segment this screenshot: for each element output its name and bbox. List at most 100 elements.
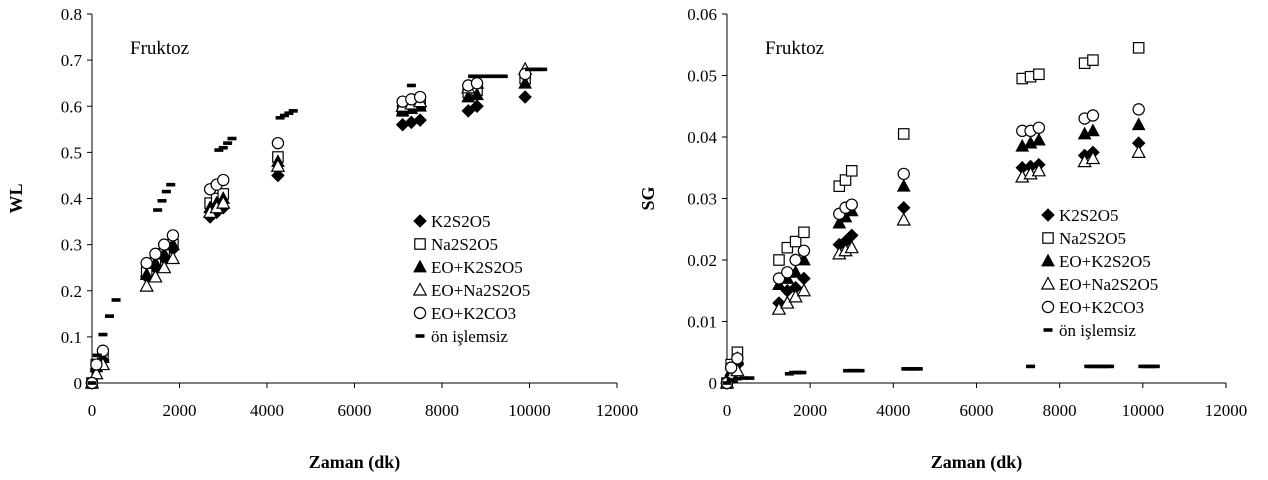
y-tick-label: 0.03 xyxy=(687,190,717,209)
x-tick-label: 4000 xyxy=(876,401,910,420)
data-point xyxy=(284,111,294,115)
data-point xyxy=(92,353,102,358)
x-axis-title: Zaman (dk) xyxy=(931,452,1023,473)
data-point xyxy=(844,239,859,254)
data-point xyxy=(897,167,910,181)
y-tick-label: 0.8 xyxy=(61,5,82,24)
legend-label: K2S2O5 xyxy=(431,212,491,231)
data-point xyxy=(855,368,865,373)
x-tick-label: 6000 xyxy=(960,401,994,420)
legend-label: ön işlemsiz xyxy=(1059,321,1136,340)
legend-marker xyxy=(1040,276,1056,290)
y-tick-label: 0 xyxy=(709,374,718,393)
data-point xyxy=(797,370,807,375)
data-point xyxy=(280,113,289,118)
series-6 xyxy=(87,67,548,385)
data-point xyxy=(1032,121,1046,134)
data-point xyxy=(498,74,508,79)
legend-marker xyxy=(1041,253,1055,267)
chart-panel-1: 0 0.1 0.2 0.3 0.4 0.5 0.6 0.7 0.8 0 2000 4000 6000 80… xyxy=(6,5,638,473)
data-point xyxy=(271,168,285,183)
legend-marker xyxy=(413,214,427,228)
data-point xyxy=(1131,144,1146,158)
data-point xyxy=(781,266,794,279)
data-point xyxy=(896,200,911,215)
data-point xyxy=(538,67,548,72)
legend-marker xyxy=(1041,208,1055,222)
data-point xyxy=(845,165,858,177)
legend-label: K2S2O5 xyxy=(1059,206,1119,225)
data-point xyxy=(1087,54,1099,66)
x-tick-label: 2000 xyxy=(163,401,197,420)
legend-marker xyxy=(414,238,426,250)
legend-marker xyxy=(413,259,427,273)
data-point xyxy=(845,198,858,211)
chart-annotation: Fruktoz xyxy=(765,38,824,59)
y-tick-label: 0 xyxy=(74,374,83,393)
data-point xyxy=(1105,364,1115,369)
data-point xyxy=(111,298,121,302)
data-point xyxy=(789,235,802,248)
data-point xyxy=(413,113,427,127)
legend-marker xyxy=(412,282,428,296)
legend-label: ön işlemsiz xyxy=(431,327,508,346)
data-point xyxy=(87,381,97,385)
x-tick-label: 10000 xyxy=(1122,401,1165,420)
x-axis-title: Zaman (dk) xyxy=(309,452,401,473)
data-point xyxy=(140,256,153,270)
y-tick-label: 0.1 xyxy=(61,328,82,347)
data-point xyxy=(518,90,532,104)
data-point xyxy=(773,254,785,266)
data-point xyxy=(105,314,114,318)
legend-marker xyxy=(413,306,427,320)
data-point xyxy=(722,381,732,385)
legend-marker xyxy=(1042,232,1054,244)
y-tick-label: 0.7 xyxy=(61,51,83,70)
y-tick-label: 0.5 xyxy=(61,143,82,162)
legend-marker xyxy=(415,334,425,338)
data-point xyxy=(1132,42,1145,54)
data-point xyxy=(896,212,911,226)
series-2 xyxy=(721,42,1145,389)
x-tick-label: 2000 xyxy=(793,401,827,420)
data-point xyxy=(839,174,852,186)
data-point xyxy=(218,145,228,150)
x-tick-label: 0 xyxy=(88,401,97,420)
data-point xyxy=(1026,364,1036,369)
data-point xyxy=(1031,163,1047,177)
legend-marker xyxy=(1043,328,1053,332)
data-point xyxy=(896,178,911,192)
data-point xyxy=(789,253,802,267)
data-point xyxy=(1086,109,1100,122)
data-point xyxy=(1032,132,1046,146)
data-point xyxy=(165,250,181,265)
data-point xyxy=(139,278,154,292)
data-point xyxy=(96,344,110,357)
data-point xyxy=(1131,117,1146,131)
x-tick-label: 10000 xyxy=(508,401,551,420)
data-point xyxy=(470,76,484,90)
legend-label: EO+K2CO3 xyxy=(1059,298,1144,317)
data-point xyxy=(739,376,749,380)
data-point xyxy=(413,90,427,104)
data-point xyxy=(833,180,846,192)
y-tick-label: 0.6 xyxy=(61,97,82,116)
x-tick-label: 0 xyxy=(723,401,732,420)
data-point xyxy=(1150,364,1160,369)
data-point xyxy=(781,241,794,254)
data-point xyxy=(157,238,171,251)
data-point xyxy=(470,87,484,101)
legend-label: Na2S2O5 xyxy=(431,235,498,254)
data-point xyxy=(161,189,171,194)
chart-annotation: Fruktoz xyxy=(130,38,189,59)
data-point xyxy=(214,148,224,152)
y-axis-title: WL xyxy=(6,183,26,213)
legend-label: EO+K2S2O5 xyxy=(431,258,523,277)
x-tick-label: 4000 xyxy=(250,401,284,420)
series-4 xyxy=(719,144,1146,389)
data-point xyxy=(148,269,163,283)
legend-label: EO+K2S2O5 xyxy=(1059,252,1151,271)
data-point xyxy=(223,141,233,145)
data-point xyxy=(797,244,811,257)
data-point xyxy=(157,199,167,203)
